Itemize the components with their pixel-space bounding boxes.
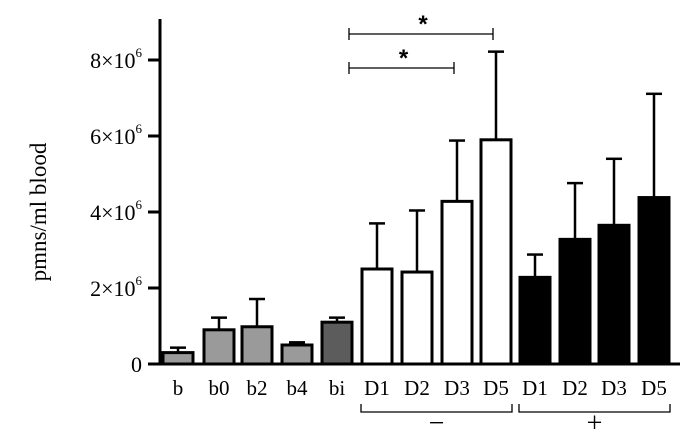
y-tick-label: 0: [131, 352, 142, 377]
significance-line: [348, 62, 455, 74]
x-tick-label: D1: [364, 376, 390, 400]
bar-d1-5: [360, 267, 394, 366]
group-bracket: [360, 404, 513, 413]
y-tick-label: 2×106: [90, 273, 142, 301]
labels: 0 2×106 4×106 6×106 8×106 b b0 b2 b4 bi D1 D2 D3 D5 D1…: [90, 11, 671, 439]
bars: [161, 50, 671, 366]
y-axis-label: pmns/ml blood: [26, 142, 51, 281]
x-tick-label: b2: [247, 376, 268, 400]
significance-star: *: [418, 11, 428, 38]
y-tick-label: 6×106: [90, 121, 142, 149]
x-tick-label: D1: [522, 376, 548, 400]
bar-d3-11: [597, 223, 631, 366]
x-tick-label: D5: [483, 376, 509, 400]
bar-bi-4: [320, 320, 354, 366]
x-tick-label: b: [173, 376, 184, 400]
bar-d5-12: [637, 196, 671, 366]
significance-star: *: [399, 45, 409, 72]
x-tick-label: b0: [209, 376, 230, 400]
x-tick-label: D2: [404, 376, 430, 400]
x-tick-label: D5: [641, 376, 667, 400]
x-tick-label: b4: [287, 376, 309, 400]
group-label: −: [429, 408, 445, 439]
bar-d2-6: [400, 270, 434, 366]
x-tick-label: D2: [562, 376, 588, 400]
x-tick-label: D3: [444, 376, 470, 400]
x-tick-label: D3: [601, 376, 627, 400]
x-tick-label: bi: [329, 376, 346, 400]
group-label: +: [587, 408, 603, 439]
bar-d2-10: [558, 237, 592, 366]
bar-b0-1: [202, 328, 236, 366]
bar-d3-7: [440, 199, 474, 366]
bar-b4-3: [280, 343, 314, 366]
group-bracket: [518, 404, 671, 413]
y-tick-label: 8×106: [90, 45, 142, 73]
significance-line: [348, 28, 494, 40]
bar-d1-9: [518, 275, 552, 366]
bar-b-0: [161, 351, 195, 366]
bar-d5-8: [479, 138, 513, 366]
y-tick-label: 4×106: [90, 197, 142, 225]
bar-b2-2: [240, 325, 274, 366]
